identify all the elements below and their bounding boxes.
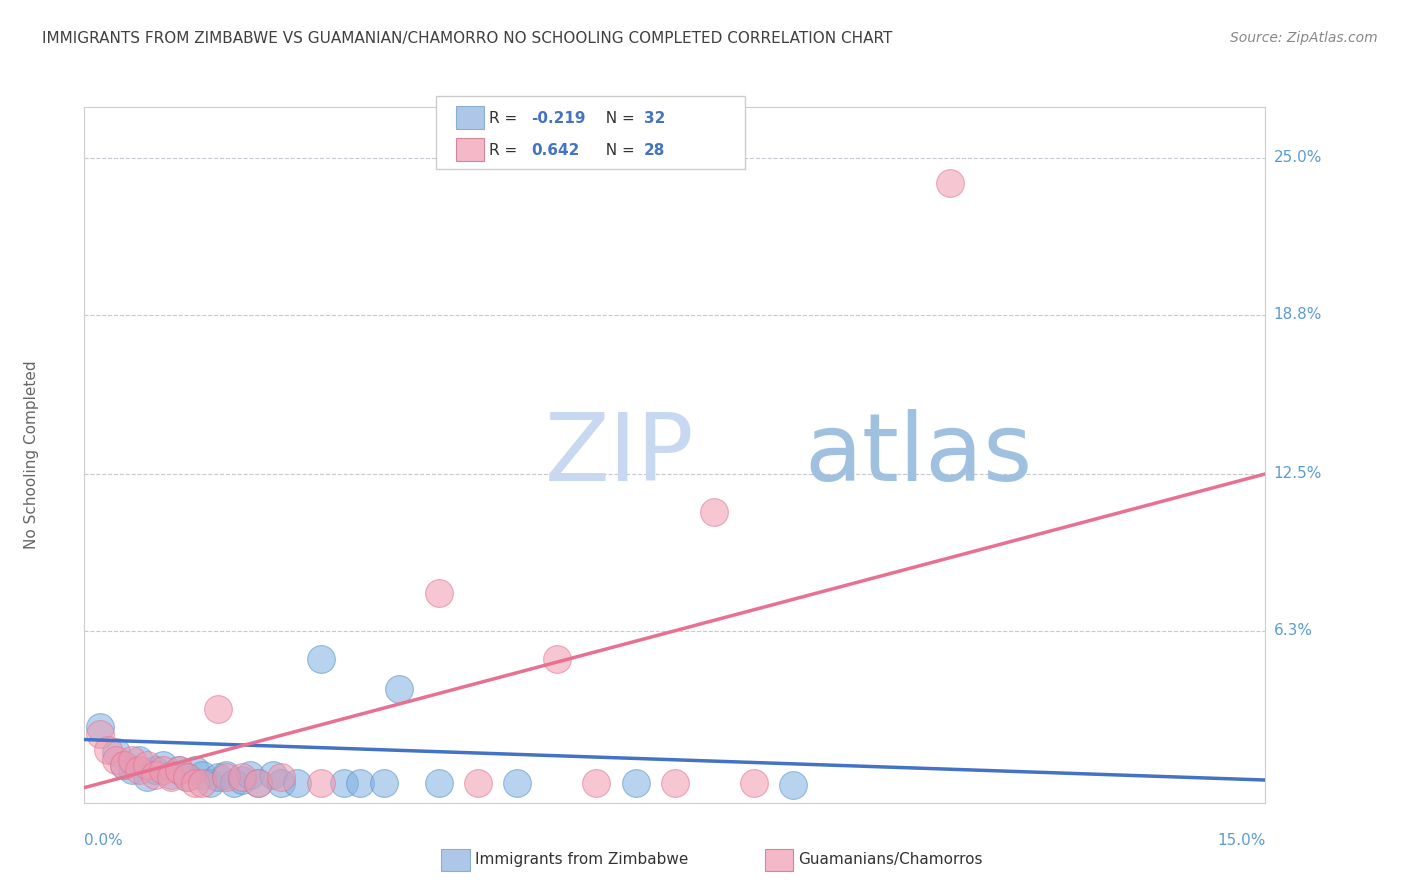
Point (333, 775, 356, 789)
Text: 6.3%: 6.3% (1274, 624, 1313, 639)
Point (427, 586, 450, 600)
Point (176, 771, 198, 785)
Text: IMMIGRANTS FROM ZIMBABWE VS GUAMANIAN/CHAMORRO NO SCHOOLING COMPLETED CORRELATIO: IMMIGRANTS FROM ZIMBABWE VS GUAMANIAN/CH… (42, 31, 893, 46)
Point (191, 775, 214, 789)
Point (160, 768, 183, 782)
Point (176, 771, 198, 785)
Text: 15.0%: 15.0% (1218, 833, 1265, 848)
Point (89, 727, 111, 741)
Text: Source: ZipAtlas.com: Source: ZipAtlas.com (1230, 31, 1378, 45)
Point (231, 772, 253, 787)
Point (200, 775, 222, 789)
Point (215, 768, 238, 782)
Point (239, 768, 262, 782)
Text: 0.0%: 0.0% (84, 833, 124, 848)
Point (191, 768, 214, 782)
Point (128, 753, 150, 767)
Text: atlas: atlas (804, 409, 1033, 501)
Point (349, 775, 371, 789)
Point (128, 763, 150, 777)
Point (664, 775, 686, 789)
Point (270, 775, 292, 789)
Text: No Schooling Completed: No Schooling Completed (24, 360, 39, 549)
Point (143, 763, 166, 777)
Point (112, 757, 135, 772)
Text: 12.5%: 12.5% (1274, 467, 1322, 482)
Point (388, 681, 411, 696)
Text: 25.0%: 25.0% (1274, 150, 1322, 165)
Text: 28: 28 (644, 144, 665, 159)
Point (309, 775, 332, 789)
Text: 32: 32 (644, 112, 665, 127)
Point (742, 775, 765, 789)
Point (207, 771, 229, 785)
Point (160, 771, 183, 785)
Point (624, 775, 647, 789)
Point (546, 651, 568, 665)
Text: 18.8%: 18.8% (1274, 307, 1322, 322)
Point (152, 763, 174, 777)
Text: N =: N = (596, 112, 640, 127)
Point (112, 757, 135, 772)
Text: R =: R = (489, 112, 523, 127)
Point (782, 778, 804, 792)
Point (285, 775, 308, 789)
Text: Guamanians/Chamorros: Guamanians/Chamorros (799, 853, 983, 867)
Text: R =: R = (489, 144, 523, 159)
Point (104, 745, 127, 759)
Point (222, 775, 245, 789)
Point (89, 720, 111, 734)
Point (143, 768, 166, 782)
Point (121, 753, 143, 767)
Text: ZIP: ZIP (546, 409, 695, 501)
Point (152, 757, 174, 772)
Point (231, 771, 253, 785)
Point (246, 775, 269, 789)
Point (215, 771, 238, 785)
Text: 0.642: 0.642 (531, 144, 579, 159)
Point (136, 771, 159, 785)
Point (703, 505, 725, 519)
Point (309, 651, 332, 665)
Point (585, 775, 607, 789)
Point (427, 775, 450, 789)
Point (506, 775, 529, 789)
Point (270, 771, 292, 785)
Point (104, 753, 127, 767)
Point (373, 775, 395, 789)
Point (467, 775, 489, 789)
Point (939, 176, 962, 190)
Point (121, 763, 143, 777)
Point (246, 775, 269, 789)
Text: -0.219: -0.219 (531, 112, 586, 127)
Point (183, 763, 205, 777)
Point (262, 768, 284, 782)
Text: N =: N = (596, 144, 640, 159)
Point (97, 742, 120, 756)
Point (207, 702, 229, 716)
Point (183, 775, 205, 789)
Point (136, 757, 159, 772)
Text: Immigrants from Zimbabwe: Immigrants from Zimbabwe (475, 853, 689, 867)
Point (167, 763, 190, 777)
Point (167, 763, 190, 777)
